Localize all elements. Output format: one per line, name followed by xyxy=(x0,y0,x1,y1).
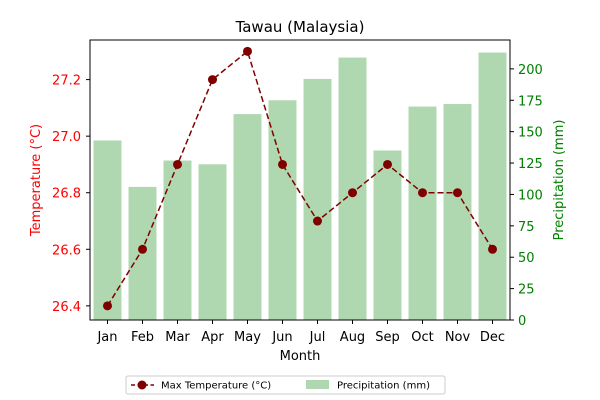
precip-bar-may xyxy=(233,114,262,320)
chart-title: Tawau (Malaysia) xyxy=(235,18,365,36)
precip-bar-sep xyxy=(373,150,402,320)
precip-bar-nov xyxy=(443,104,472,320)
temp-point-dec xyxy=(488,244,497,254)
x-tick-label-apr: Apr xyxy=(201,330,224,345)
temp-point-sep xyxy=(383,159,392,169)
left-y-axis: 26.4 26.6 26.8 27.0 27.2 xyxy=(52,74,90,315)
temp-point-aug xyxy=(348,188,357,198)
temp-point-apr xyxy=(208,75,217,85)
temp-point-jan xyxy=(103,301,112,311)
x-tick-label-sep: Sep xyxy=(375,330,400,345)
x-tick-label-feb: Feb xyxy=(131,330,154,345)
precipitation-bars xyxy=(93,52,507,320)
legend-frame xyxy=(125,375,446,395)
precip-tick-label-2: 50 xyxy=(518,251,535,266)
x-axis: Jan Feb Mar Apr May Jun Jul Aug Sep Oct Nov Dec xyxy=(96,320,505,345)
precip-bar-jul xyxy=(303,78,332,320)
precip-bar-mar xyxy=(163,160,192,320)
precip-tick-label-0: 0 xyxy=(518,314,526,329)
left-axis-label: Temperature (°C) xyxy=(29,124,44,237)
x-tick-label-mar: Mar xyxy=(165,330,190,345)
legend-precipitation-swatch xyxy=(306,380,329,389)
temp-point-nov xyxy=(453,188,462,198)
precip-tick-label-5: 125 xyxy=(518,157,543,172)
right-axis-label: Precipitation (mm) xyxy=(552,120,567,241)
temp-point-jul xyxy=(313,216,322,226)
temp-point-feb xyxy=(138,244,147,254)
x-tick-label-nov: Nov xyxy=(445,330,471,345)
x-tick-label-dec: Dec xyxy=(480,330,505,345)
precip-bar-dec xyxy=(478,52,507,320)
x-tick-label-aug: Aug xyxy=(340,330,365,345)
precip-bar-oct xyxy=(408,106,437,320)
temp-tick-label-4: 27.2 xyxy=(52,74,81,89)
precip-tick-label-3: 75 xyxy=(518,220,535,235)
x-tick-label-jun: Jun xyxy=(271,330,292,345)
x-tick-label-jul: Jul xyxy=(309,330,326,345)
right-y-axis: 0 25 50 75 100 125 150 175 200 xyxy=(510,63,543,329)
x-tick-label-jan: Jan xyxy=(96,330,117,345)
precip-bar-jan xyxy=(93,140,122,320)
legend-temperature-label: Max Temperature (°C) xyxy=(161,381,271,392)
temp-tick-label-2: 26.8 xyxy=(52,187,81,202)
legend: Max Temperature (°C) Precipitation (mm) xyxy=(125,375,446,395)
precip-tick-label-7: 175 xyxy=(518,94,543,109)
x-tick-label-may: May xyxy=(234,330,261,345)
precip-tick-label-6: 150 xyxy=(518,126,543,141)
temperature-series-line xyxy=(106,50,494,307)
temp-tick-label-1: 26.6 xyxy=(52,243,81,258)
x-tick-label-oct: Oct xyxy=(411,330,433,345)
precip-tick-label-8: 200 xyxy=(518,63,543,78)
legend-precipitation-label: Precipitation (mm) xyxy=(337,381,430,392)
x-axis-label: Month xyxy=(280,349,321,364)
temp-point-may xyxy=(243,46,252,56)
temperature-line xyxy=(103,46,497,311)
precip-tick-label-1: 25 xyxy=(518,283,535,298)
temp-tick-label-0: 26.4 xyxy=(52,300,81,315)
plot-frame xyxy=(89,39,511,321)
precip-tick-label-4: 100 xyxy=(518,188,543,203)
temp-point-jun xyxy=(278,159,287,169)
precip-bar-apr xyxy=(198,164,227,320)
legend-temperature-marker xyxy=(137,380,147,390)
temp-tick-label-3: 27.0 xyxy=(52,130,81,145)
temp-point-mar xyxy=(173,159,182,169)
precip-bar-jun xyxy=(268,100,297,320)
temp-point-oct xyxy=(418,188,427,198)
